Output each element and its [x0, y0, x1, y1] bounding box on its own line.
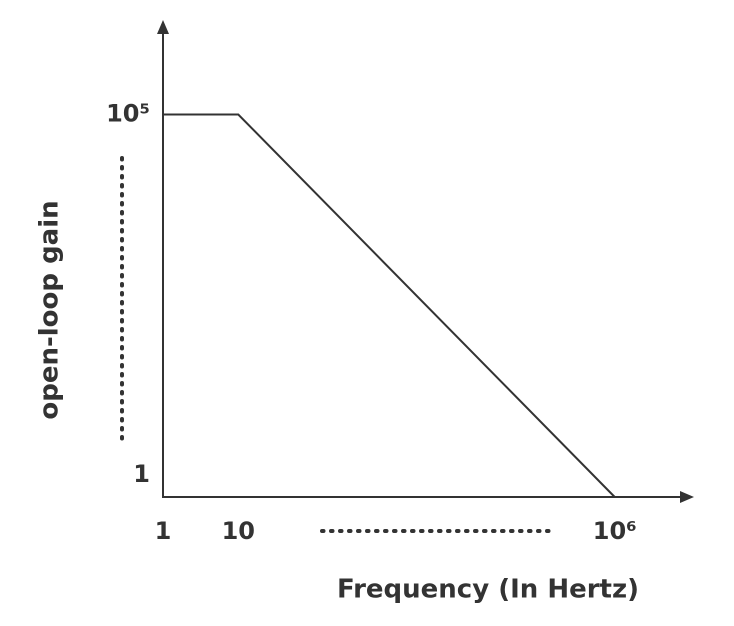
- x-axis-label: Frequency (In Hertz): [337, 575, 639, 605]
- x-axis-arrow: [680, 491, 694, 503]
- x-tick-label: 10: [222, 517, 255, 545]
- x-tick-label: 10⁶: [593, 517, 637, 545]
- x-tick-label: 1: [155, 517, 172, 545]
- y-tick-label: 1: [133, 460, 150, 488]
- y-tick-label: 10⁵: [106, 100, 150, 128]
- y-axis-label: open-loop gain: [35, 200, 65, 419]
- y-axis-arrow: [157, 20, 169, 34]
- gain-line: [163, 113, 616, 498]
